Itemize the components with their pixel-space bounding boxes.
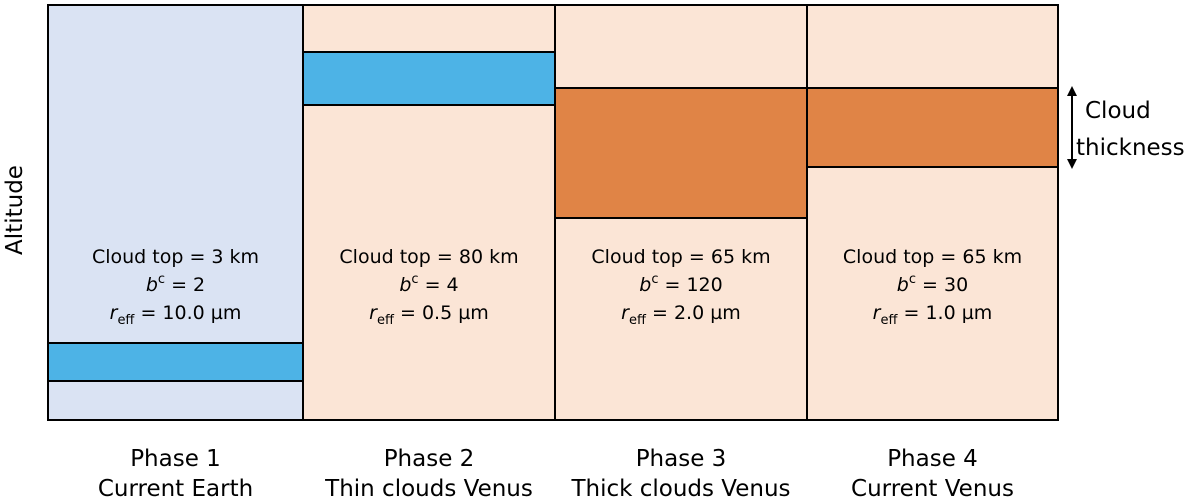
symbol: b xyxy=(399,274,411,296)
value: = 1.0 µm xyxy=(897,302,992,324)
cloud-top: Cloud top = 3 km xyxy=(92,246,259,268)
arrow-head xyxy=(1067,159,1077,169)
symbol: b xyxy=(146,274,158,296)
arrow-head xyxy=(1067,86,1077,96)
legend-text: thickness xyxy=(1076,135,1185,161)
symbol: r xyxy=(110,302,119,324)
phase-label: Phase 1 xyxy=(130,446,221,472)
subscript: eff xyxy=(377,313,395,328)
cloud-layer xyxy=(302,51,556,106)
superscript: c xyxy=(909,272,916,287)
value: = 2 xyxy=(165,274,205,296)
subscript: eff xyxy=(629,313,647,328)
phase-name: Thin clouds Venus xyxy=(324,476,533,500)
r-param: reff = 10.0 µm xyxy=(110,302,242,328)
symbol: r xyxy=(621,302,630,324)
value: = 2.0 µm xyxy=(646,302,741,324)
cloud-top: Cloud top = 65 km xyxy=(843,246,1022,268)
b-param: bc = 30 xyxy=(897,272,968,296)
b-param: bc = 2 xyxy=(146,272,205,296)
phase-name: Thick clouds Venus xyxy=(570,476,790,500)
value: = 30 xyxy=(916,274,968,296)
cloud-layer xyxy=(47,342,304,382)
r-param: reff = 1.0 µm xyxy=(873,302,993,328)
phase-name: Current Earth xyxy=(98,476,253,500)
b-param: bc = 120 xyxy=(639,272,722,296)
phase-label: Phase 2 xyxy=(384,446,475,472)
r-param: reff = 2.0 µm xyxy=(621,302,741,328)
b-param: bc = 4 xyxy=(399,272,458,296)
subscript: eff xyxy=(117,313,135,328)
superscript: c xyxy=(651,272,658,287)
phase-label: Phase 3 xyxy=(636,446,727,472)
subscript: eff xyxy=(880,313,898,328)
phase-name: Current Venus xyxy=(851,476,1014,500)
symbol: b xyxy=(639,274,651,296)
value: = 0.5 µm xyxy=(394,302,489,324)
cloud-top: Cloud top = 65 km xyxy=(591,246,770,268)
value: = 10.0 µm xyxy=(134,302,241,324)
legend-text: Cloud xyxy=(1085,98,1151,124)
cloud-top: Cloud top = 80 km xyxy=(339,246,518,268)
superscript: c xyxy=(411,272,418,287)
symbol: r xyxy=(873,302,882,324)
axis-label: Altitude xyxy=(2,165,28,255)
r-param: reff = 0.5 µm xyxy=(369,302,489,328)
symbol: r xyxy=(369,302,378,324)
superscript: c xyxy=(158,272,165,287)
cloud-layer xyxy=(806,87,1059,168)
value: = 4 xyxy=(419,274,459,296)
panel xyxy=(806,4,1059,421)
value: = 120 xyxy=(658,274,722,296)
cloud-layer xyxy=(554,87,808,219)
symbol: b xyxy=(897,274,909,296)
phase-label: Phase 4 xyxy=(887,446,978,472)
